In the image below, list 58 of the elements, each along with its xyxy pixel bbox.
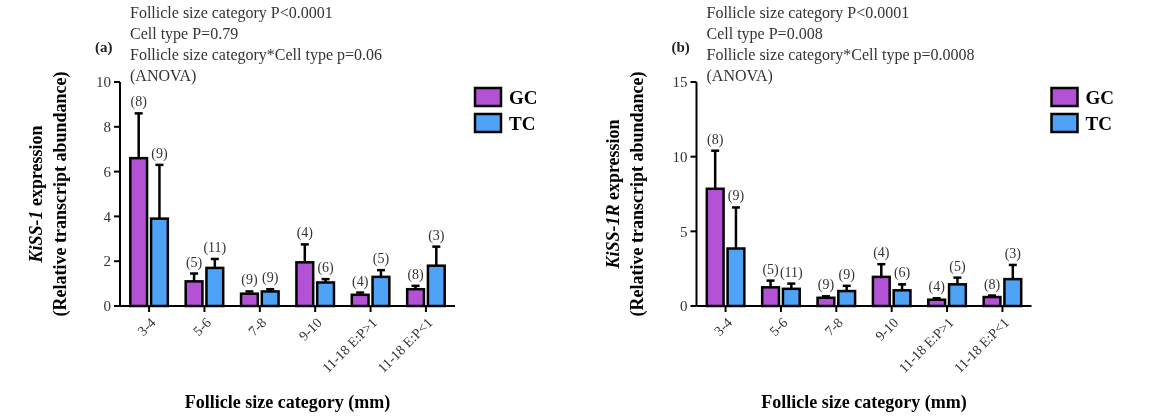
annotation: (11) xyxy=(203,239,227,256)
x-tick-label: 5-6 xyxy=(190,314,215,339)
x-axis-title: Follicle size category (mm) xyxy=(761,392,967,413)
annotation: (6) xyxy=(893,265,911,282)
annotation: (5) xyxy=(372,251,390,268)
annotation: (8) xyxy=(407,266,425,283)
annotation: (ANOVA) xyxy=(706,67,773,85)
y-tick-label: 0 xyxy=(680,298,688,315)
x-tick-label: 3-4 xyxy=(711,314,736,339)
text: Follicle size category P<0.0001 xyxy=(130,4,333,22)
y-tick-label: 5 xyxy=(680,223,688,240)
x-tick-label: 9-10 xyxy=(872,314,902,344)
annotation: (8) xyxy=(707,131,724,148)
text: Follicle size category P<0.0001 xyxy=(706,4,910,22)
annotation: (4) xyxy=(873,245,890,262)
x-tick-label: 7-8 xyxy=(822,314,846,339)
annotation: (9) xyxy=(727,188,745,205)
y-tick-label: 8 xyxy=(103,119,111,136)
annotation: (9) xyxy=(151,145,168,162)
annotation: (9) xyxy=(241,272,258,289)
annotation: (9) xyxy=(838,266,856,283)
annotation: (3) xyxy=(1004,245,1022,262)
legend-label: GC xyxy=(1085,86,1114,108)
y-tick-label: 15 xyxy=(672,74,688,91)
annotation: (4) xyxy=(296,225,314,242)
y-tick-label: 2 xyxy=(103,253,111,270)
annotation: (4) xyxy=(352,273,369,290)
x-tick-label: 7-8 xyxy=(245,314,270,339)
chart-title: (b) xyxy=(671,39,690,56)
text: Cell type P=0.008 xyxy=(706,25,823,43)
chart-title: (a) xyxy=(95,39,113,56)
annotation: (8) xyxy=(983,276,1001,293)
x-tick-label: 3-4 xyxy=(134,314,159,339)
text: Follicle size category*Cell type p=0.06 xyxy=(130,46,383,64)
annotation: (8) xyxy=(130,94,148,111)
legend-label: TC xyxy=(1085,112,1112,134)
y-tick-label: 0 xyxy=(103,298,111,315)
annotation: (5) xyxy=(949,258,966,275)
legend-label: GC xyxy=(509,86,538,108)
annotation: (5) xyxy=(185,254,203,271)
x-axis-title: Follicle size category (mm) xyxy=(184,392,391,413)
x-tick-label: 5-6 xyxy=(766,314,791,339)
text: Cell type P=0.79 xyxy=(130,25,239,43)
annotation: (3) xyxy=(428,227,445,244)
annotation: (5) xyxy=(762,261,780,278)
annotation: (ANOVA) xyxy=(130,67,197,85)
text: Follicle size category*Cell type p=0.0008 xyxy=(706,46,975,64)
y-tick-label: 10 xyxy=(96,74,111,91)
annotation: (9) xyxy=(262,270,279,287)
annotation: (6) xyxy=(317,260,335,277)
annotation: (11) xyxy=(779,264,804,281)
x-tick-label: 9-10 xyxy=(296,314,325,344)
y-tick-label: 10 xyxy=(672,148,688,165)
legend-label: TC xyxy=(509,112,536,134)
y-tick-label: 6 xyxy=(103,163,112,180)
annotation: (9) xyxy=(817,277,835,294)
annotation: (4) xyxy=(928,279,946,296)
y-tick-label: 4 xyxy=(103,208,112,225)
